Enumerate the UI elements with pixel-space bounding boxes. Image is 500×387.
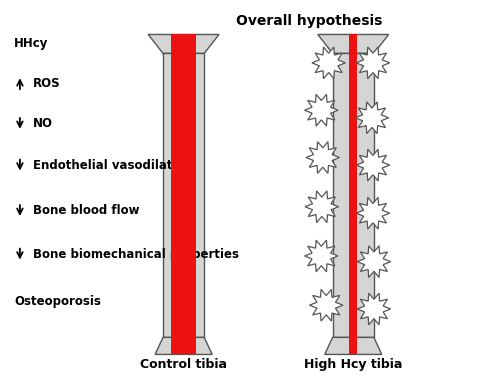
Polygon shape (355, 102, 388, 134)
Polygon shape (304, 240, 338, 272)
Polygon shape (350, 34, 357, 354)
Polygon shape (356, 197, 390, 229)
Polygon shape (305, 191, 338, 223)
Polygon shape (312, 47, 346, 79)
Polygon shape (304, 94, 338, 126)
Text: ROS: ROS (32, 77, 60, 90)
Text: High Hcy tibia: High Hcy tibia (304, 358, 402, 372)
Polygon shape (155, 337, 212, 354)
Polygon shape (318, 34, 388, 53)
Polygon shape (324, 337, 382, 354)
Polygon shape (172, 34, 196, 354)
Text: Osteoporosis: Osteoporosis (14, 295, 101, 308)
Text: Endothelial vasodilation: Endothelial vasodilation (32, 159, 192, 171)
Text: Control tibia: Control tibia (140, 358, 227, 372)
Text: Overall hypothesis: Overall hypothesis (236, 14, 382, 27)
Polygon shape (332, 53, 374, 337)
Text: NO: NO (32, 117, 52, 130)
Text: Bone blood flow: Bone blood flow (32, 204, 139, 217)
Polygon shape (356, 47, 390, 79)
Polygon shape (356, 149, 390, 181)
Polygon shape (357, 246, 390, 277)
Polygon shape (357, 293, 390, 325)
Polygon shape (310, 289, 343, 321)
Text: HHcy: HHcy (14, 38, 48, 50)
Polygon shape (163, 53, 204, 337)
Text: Bone biomechanical properties: Bone biomechanical properties (32, 248, 238, 260)
Polygon shape (148, 34, 219, 53)
Polygon shape (306, 142, 340, 173)
